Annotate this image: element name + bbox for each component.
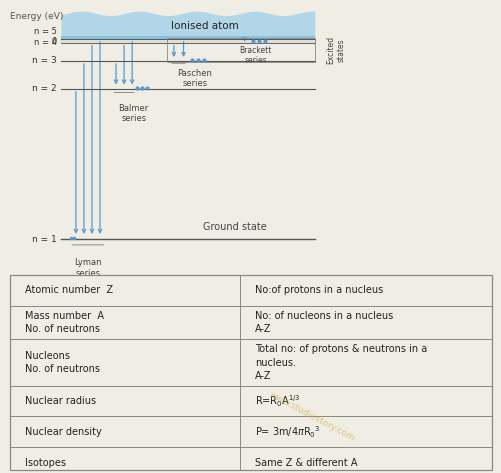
Text: www.studiestory.com: www.studiestory.com (267, 390, 355, 443)
Text: Excited
states: Excited states (326, 36, 345, 64)
Text: Brackett
series: Brackett series (239, 45, 272, 65)
Text: Same Z & different A: Same Z & different A (254, 458, 357, 468)
Text: n = 2: n = 2 (32, 84, 57, 94)
Text: Balmer
series: Balmer series (118, 104, 149, 123)
Text: No: of nucleons in a nucleus
A-Z: No: of nucleons in a nucleus A-Z (254, 311, 392, 334)
Bar (167, 38, 315, 61)
Text: n = 4: n = 4 (34, 38, 57, 47)
Text: Isotopes: Isotopes (25, 458, 66, 468)
Text: n = 1: n = 1 (32, 235, 57, 244)
Text: Mass number  A
No. of neutrons: Mass number A No. of neutrons (25, 311, 104, 334)
Text: 0: 0 (51, 37, 57, 46)
Text: Nuclear density: Nuclear density (25, 427, 101, 437)
Text: Lyman
series: Lyman series (74, 258, 102, 278)
Polygon shape (61, 12, 315, 39)
Text: Atomic number  Z: Atomic number Z (25, 285, 113, 295)
Text: Total no: of protons & neutrons in a
nucleus.
A-Z: Total no: of protons & neutrons in a nuc… (254, 344, 426, 381)
Text: Ionised atom: Ionised atom (170, 21, 238, 31)
Text: Nucleons
No. of neutrons: Nucleons No. of neutrons (25, 351, 100, 374)
Text: P= 3m/4$\pi$R$_0$$^3$: P= 3m/4$\pi$R$_0$$^3$ (254, 424, 320, 440)
Text: R=R$_0$A$^{1/3}$: R=R$_0$A$^{1/3}$ (254, 393, 300, 409)
Bar (61, 36, 315, 40)
Text: Paschen
series: Paschen series (177, 69, 212, 88)
Text: No:of protons in a nucleus: No:of protons in a nucleus (254, 285, 382, 295)
Text: n = 5: n = 5 (34, 27, 57, 36)
Text: n = 3: n = 3 (32, 56, 57, 65)
Text: Energy (eV): Energy (eV) (10, 12, 63, 21)
Text: Ground state: Ground state (203, 222, 266, 232)
Text: Nuclear radius: Nuclear radius (25, 396, 96, 406)
